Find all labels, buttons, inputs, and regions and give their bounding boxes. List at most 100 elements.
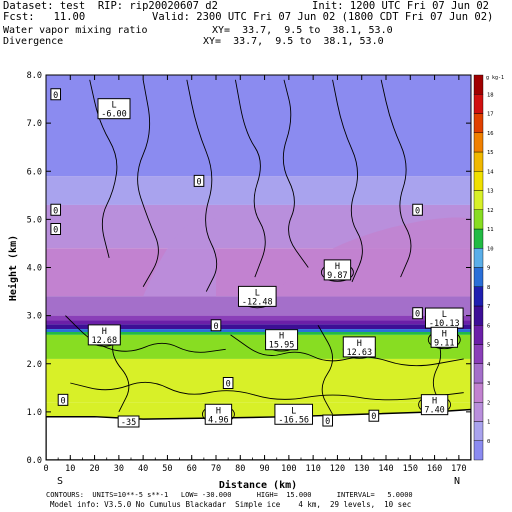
north-label: N — [454, 476, 460, 487]
moisture-band — [46, 329, 471, 332]
colorbar-label: 17 — [487, 112, 494, 118]
colorbar-swatch — [473, 74, 484, 95]
contour-label: 0 — [53, 91, 58, 101]
colorbar-label: 9 — [487, 266, 490, 272]
colorbar-label: 15 — [487, 150, 494, 156]
field1-xy: XY= 33.7, 9.5 to 38.1, 53.0 — [212, 25, 393, 36]
colorbar-label: 2 — [487, 400, 490, 406]
contour-label: 0 — [53, 206, 58, 216]
divergence-contour — [70, 381, 464, 401]
x-tick-label: 10 — [65, 464, 75, 474]
divergence-contour — [137, 79, 159, 287]
x-tick-label: 90 — [259, 464, 269, 474]
contour-label-box — [274, 403, 314, 425]
colorbar-swatch — [473, 325, 484, 345]
contour-label-box — [430, 326, 458, 348]
x-tick-label: 50 — [162, 464, 172, 474]
contour-label: -6.00 — [101, 110, 127, 120]
contour-label-box — [342, 336, 376, 358]
colorbar-label: 6 — [487, 323, 490, 329]
contour-label: 4.96 — [208, 415, 228, 425]
contour-label-box — [420, 394, 449, 416]
contour-label: 9.87 — [327, 271, 347, 281]
contour-label-box — [222, 377, 234, 389]
contour-label-box — [117, 415, 140, 428]
colorbar-label: 7 — [487, 304, 490, 310]
colorbar-label: 12 — [487, 208, 494, 214]
divergence-contour — [89, 79, 118, 258]
colorbar-swatch — [473, 113, 484, 133]
init-time: Init: 1200 UTC Fri 07 Jun 02 — [312, 0, 490, 12]
colorbar-swatch — [473, 248, 484, 268]
y-tick-label: 2.0 — [27, 360, 42, 370]
colorbar-label: 1 — [487, 420, 490, 426]
colorbar-label: 5 — [487, 343, 490, 349]
forecast-hour: Fcst: 11.00 — [3, 11, 86, 23]
colorbar-label: 3 — [487, 381, 490, 387]
colorbar-swatch — [473, 267, 484, 287]
contour-label: H — [279, 332, 284, 342]
contour-label: L — [442, 310, 447, 320]
y-tick-label: 1.0 — [27, 408, 42, 418]
x-tick-label: 70 — [211, 464, 221, 474]
x-tick-label: 40 — [138, 464, 148, 474]
contour-label-box — [50, 223, 62, 235]
colorbar-label: 10 — [487, 246, 494, 252]
contour-label: -10.13 — [429, 319, 460, 329]
colorbar-swatch — [473, 151, 484, 172]
moisture-band — [46, 324, 471, 330]
divergence-contour — [230, 334, 464, 367]
moisture-band — [46, 358, 471, 403]
contour-label-box — [87, 324, 121, 346]
contour-label: 0 — [226, 380, 231, 390]
field2-name: Divergence — [3, 36, 64, 47]
contour-label: 0 — [415, 206, 420, 216]
y-tick-label: 0.0 — [27, 456, 42, 466]
x-tick-label: 0 — [43, 464, 48, 474]
contour-label: 0 — [196, 177, 201, 187]
contour-label-box — [322, 414, 334, 427]
field1-name: Water vapor mixing ratio — [3, 25, 148, 36]
colorbar-swatch — [473, 132, 484, 153]
x-tick-label: 20 — [89, 464, 99, 474]
colorbar-swatch — [473, 94, 484, 114]
contour-label: 15.95 — [269, 341, 295, 351]
contour-label: 12.63 — [346, 348, 372, 358]
contour-label-box — [265, 329, 299, 351]
x-tick-label: 100 — [281, 464, 296, 474]
divergence-contour — [282, 79, 309, 268]
south-label: S — [57, 476, 63, 487]
moisture-band — [46, 315, 471, 321]
colorbar-swatch — [473, 421, 484, 441]
colorbar-swatch — [473, 402, 484, 422]
divergence-contour — [65, 315, 226, 353]
contour-label: 9.11 — [434, 338, 454, 348]
contour-label-box — [210, 319, 222, 332]
colorbar-swatch — [473, 228, 484, 249]
colorbar-label: 16 — [487, 131, 494, 137]
moisture-band — [46, 320, 471, 325]
colorbar-swatch — [473, 286, 484, 307]
contour-label-box — [50, 88, 62, 101]
contour-label: 0 — [213, 322, 218, 332]
contour-label-box — [323, 259, 352, 281]
colorbar-label: 13 — [487, 189, 494, 195]
colorbar-label: 0 — [487, 439, 490, 445]
terrain — [46, 408, 471, 460]
y-tick-label: 4.0 — [27, 264, 42, 274]
x-tick-label: 110 — [305, 464, 320, 474]
colorbar-swatch — [473, 171, 484, 191]
contour-label-box — [237, 285, 277, 307]
colorbar-label: 11 — [487, 227, 494, 233]
colorbar-swatch — [473, 190, 484, 210]
model-info: Model info: V3.5.0 No Cumulus Blackadar … — [50, 500, 412, 509]
y-tick-label: 3.0 — [27, 312, 42, 322]
valid-time: Valid: 2300 UTC Fri 07 Jun 02 (1800 CDT … — [152, 11, 494, 23]
divergence-contour — [317, 325, 334, 415]
dataset-line: Dataset: test RIP: rip20020607 d2 — [3, 0, 218, 12]
colorbar-swatch — [473, 209, 484, 230]
colorbar-swatch — [473, 382, 484, 403]
contour-label: L — [111, 101, 116, 111]
moisture-band — [46, 75, 471, 177]
x-axis-title: Distance (km) — [219, 479, 297, 491]
